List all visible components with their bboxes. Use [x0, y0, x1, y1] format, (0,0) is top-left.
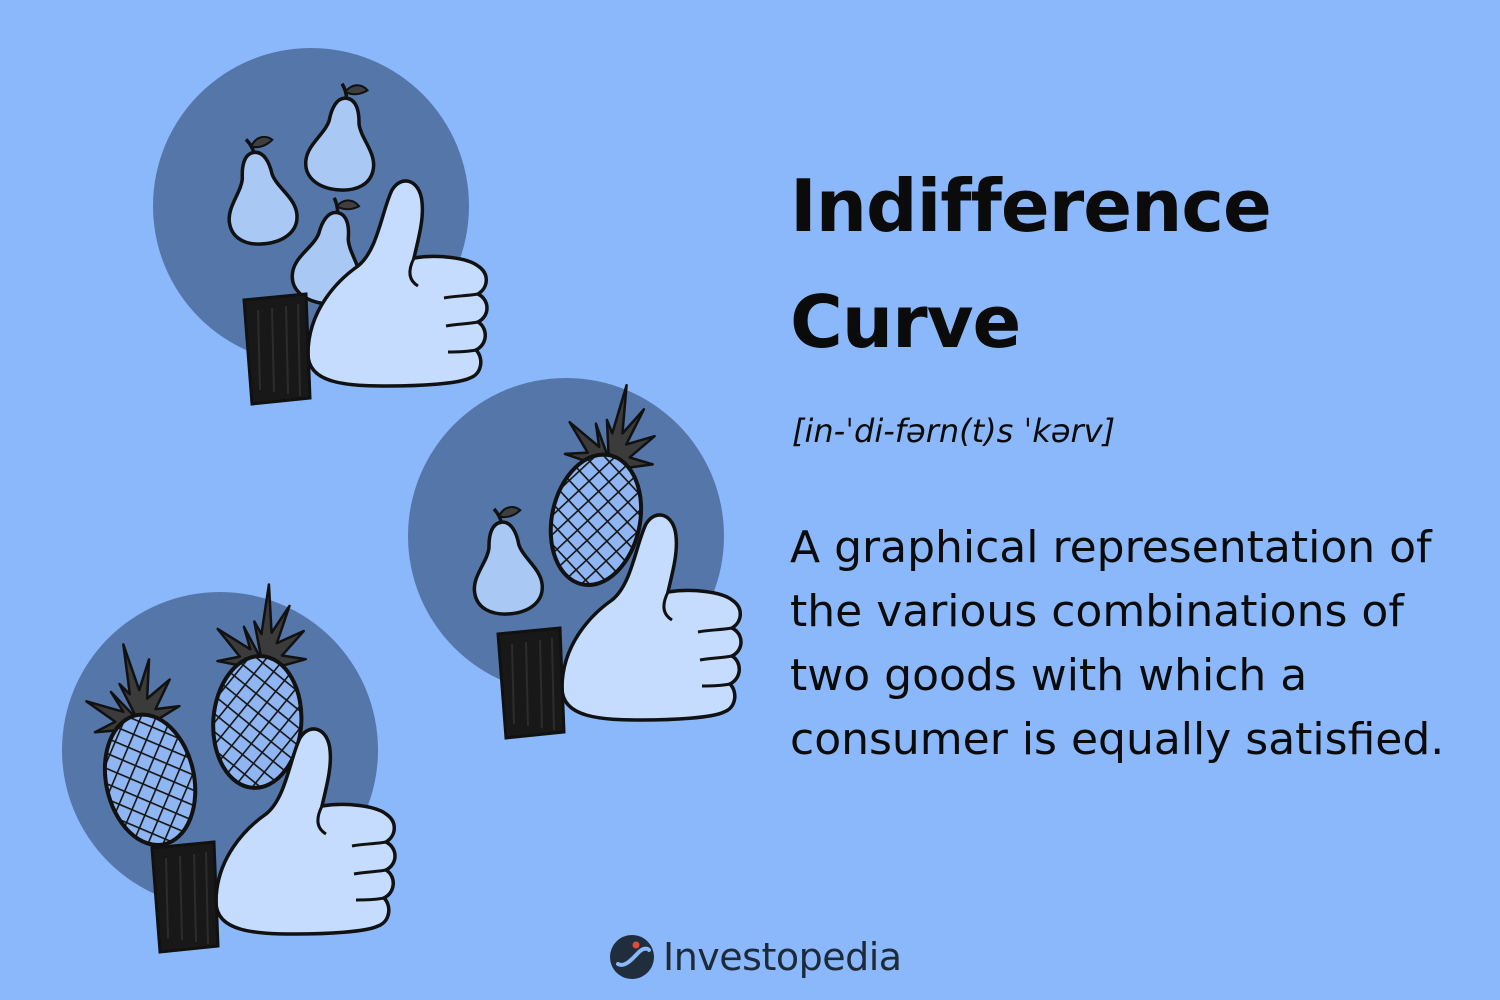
- pronunciation: [in-ˈdi-fərn(t)s ˈkərv]: [792, 412, 1116, 450]
- investopedia-logo-icon: [610, 935, 654, 979]
- two-pineapples-thumbs-up: [62, 579, 397, 954]
- definition-text: A graphical representation of the variou…: [790, 522, 1445, 765]
- brand-logo: Investopedia: [609, 932, 902, 982]
- brand-name: Investopedia: [663, 935, 902, 979]
- title-line: Curve: [790, 280, 1021, 364]
- pineapple-and-pear-thumbs-up: [408, 373, 743, 740]
- title-line: Indifference: [790, 164, 1272, 248]
- page-title: Indifference Curve: [790, 148, 1470, 380]
- illustration-panel: [62, 48, 743, 954]
- three-pears-thumbs-up: [153, 48, 489, 406]
